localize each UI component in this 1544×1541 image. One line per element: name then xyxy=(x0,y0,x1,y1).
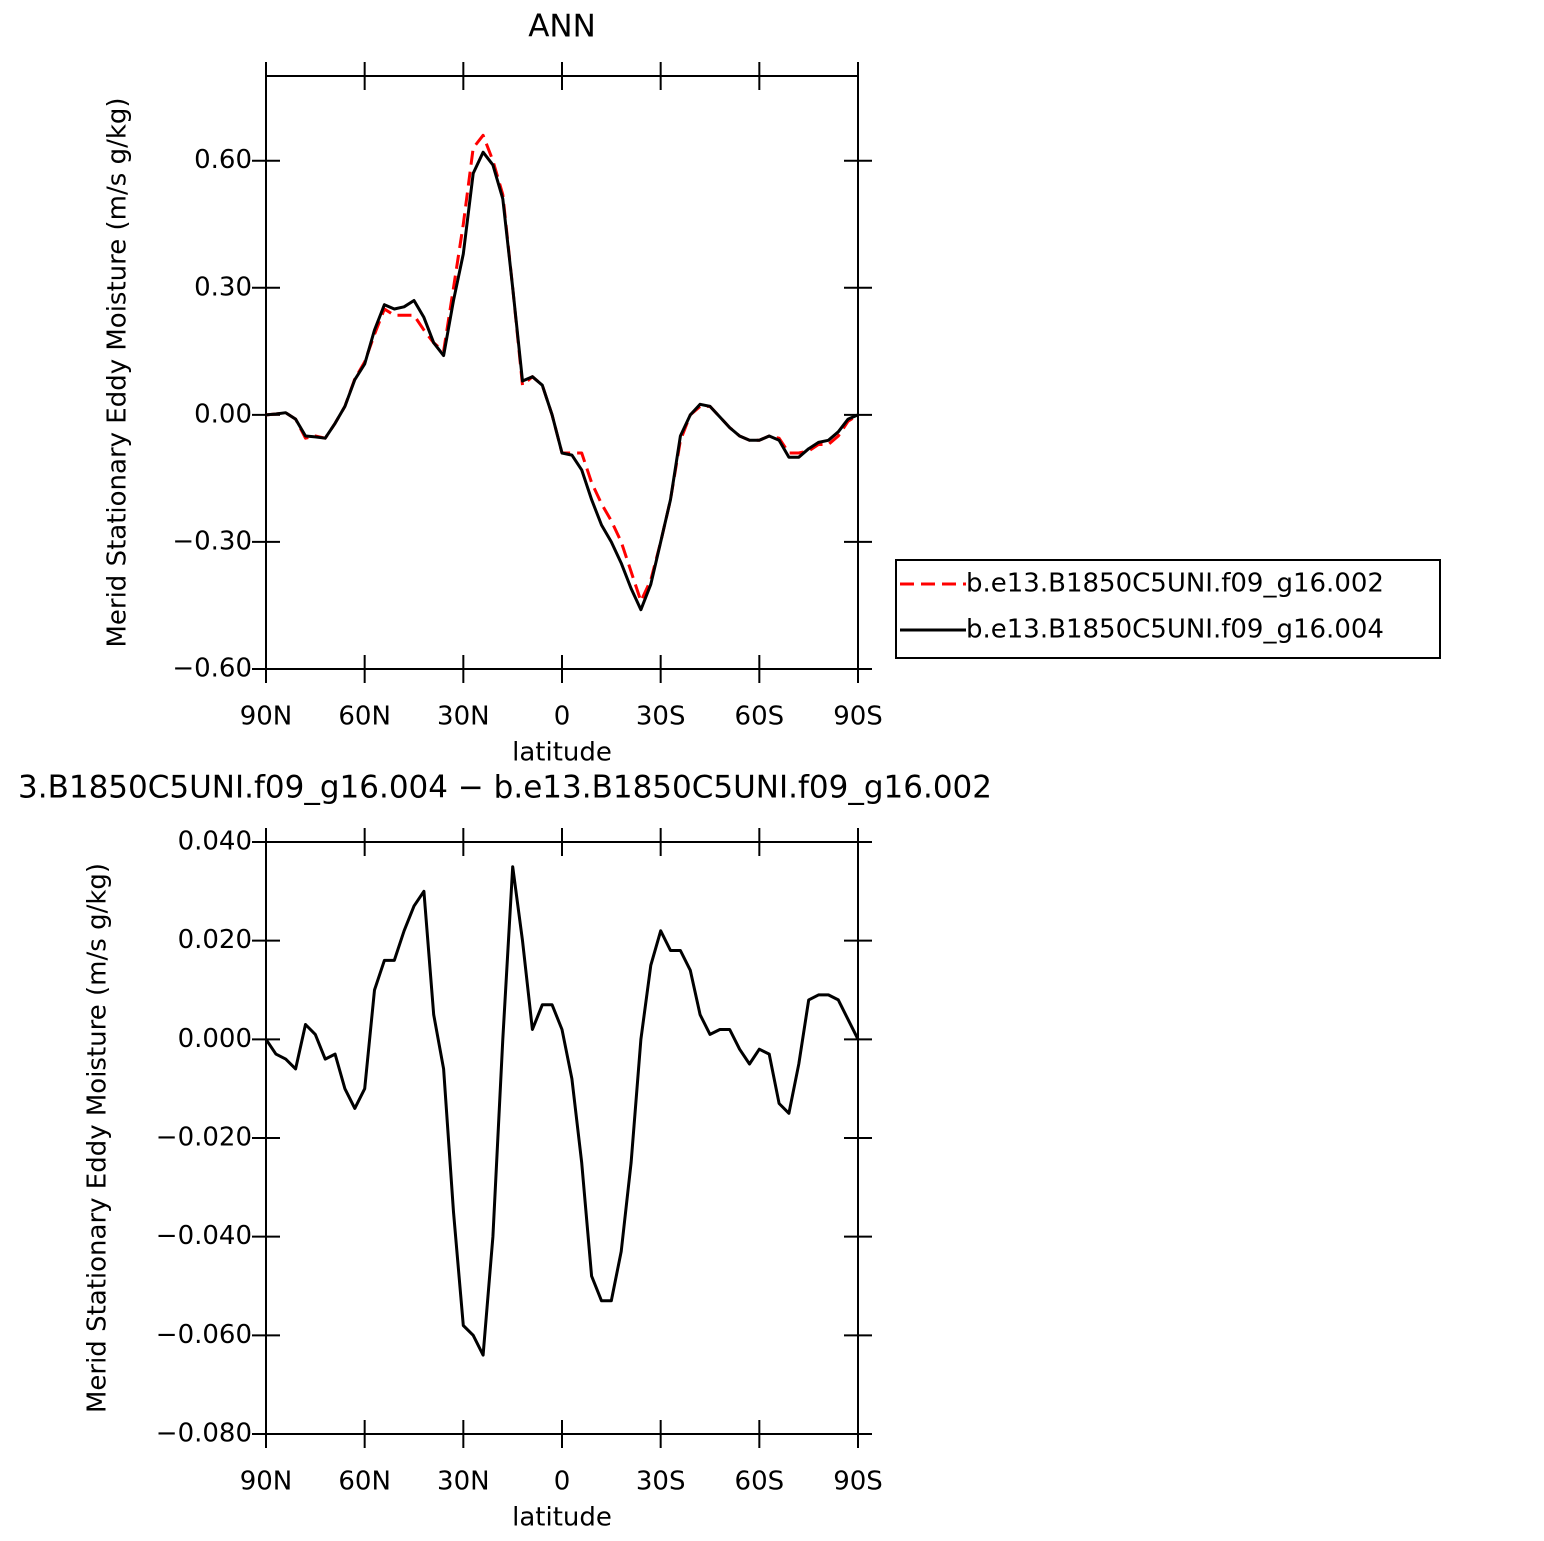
x-tick-label: 90S xyxy=(833,1467,883,1497)
x-tick-label: 30S xyxy=(636,1467,686,1497)
data-line xyxy=(264,865,860,1357)
data-line xyxy=(265,133,859,603)
x-tick-label: 60N xyxy=(338,1467,391,1497)
y-tick-label: 0.60 xyxy=(194,145,252,175)
y-tick-label: −0.040 xyxy=(156,1221,252,1251)
y-tick-label: 0.000 xyxy=(178,1024,252,1054)
chart-title: 3.B1850C5UNI.f09_g16.004 − b.e13.B1850C5… xyxy=(18,770,992,806)
y-tick-label: −0.30 xyxy=(172,526,252,556)
y-tick-label: 0.30 xyxy=(194,272,252,302)
y-tick-label: 0.040 xyxy=(178,827,252,857)
x-axis-label: latitude xyxy=(512,738,612,768)
y-tick-label: −0.080 xyxy=(156,1419,252,1449)
x-tick-label: 60N xyxy=(338,702,391,732)
legend-box xyxy=(895,559,1441,659)
y-tick-label: −0.60 xyxy=(172,654,252,684)
legend-label: b.e13.B1850C5UNI.f09_g16.004 xyxy=(966,615,1384,645)
y-axis-label: Merid Stationary Eddy Moisture (m/s g/kg… xyxy=(83,863,113,1413)
data-line xyxy=(265,150,859,612)
x-tick-label: 0 xyxy=(554,702,571,732)
chart-title: ANN xyxy=(528,9,596,45)
x-tick-label: 90N xyxy=(240,1467,293,1497)
x-tick-label: 0 xyxy=(554,1467,571,1497)
y-tick-label: 0.020 xyxy=(178,925,252,955)
x-tick-label: 90N xyxy=(240,702,293,732)
x-tick-label: 60S xyxy=(735,702,785,732)
x-tick-label: 30N xyxy=(437,1467,490,1497)
y-axis-label: Merid Stationary Eddy Moisture (m/s g/kg… xyxy=(103,97,133,647)
plot-frame xyxy=(265,841,859,1435)
y-tick-label: −0.060 xyxy=(156,1320,252,1350)
x-tick-label: 30N xyxy=(437,702,490,732)
legend-label: b.e13.B1850C5UNI.f09_g16.002 xyxy=(966,569,1384,599)
x-tick-label: 30S xyxy=(636,702,686,732)
y-tick-label: −0.020 xyxy=(156,1123,252,1153)
plot-frame xyxy=(265,75,859,670)
x-axis-label: latitude xyxy=(512,1503,612,1533)
x-tick-label: 90S xyxy=(833,702,883,732)
y-tick-label: 0.00 xyxy=(194,399,252,429)
x-tick-label: 60S xyxy=(735,1467,785,1497)
